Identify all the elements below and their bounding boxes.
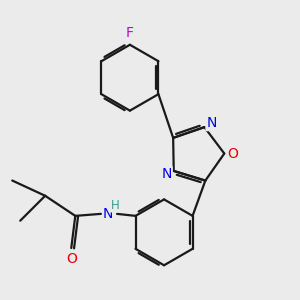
Text: N: N bbox=[206, 116, 217, 130]
Text: N: N bbox=[161, 167, 172, 181]
Text: H: H bbox=[111, 199, 119, 212]
Text: F: F bbox=[126, 26, 134, 40]
Text: O: O bbox=[66, 252, 77, 266]
Text: N: N bbox=[103, 207, 113, 221]
Text: O: O bbox=[227, 146, 238, 161]
